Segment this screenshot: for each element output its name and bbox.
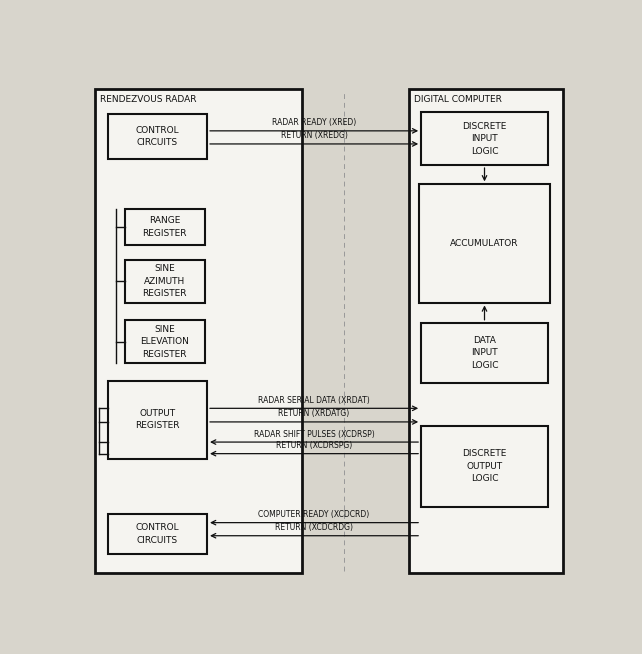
Bar xyxy=(125,209,205,245)
Text: RANGE
REGISTER: RANGE REGISTER xyxy=(143,216,187,238)
Text: CONTROL
CIRCUITS: CONTROL CIRCUITS xyxy=(135,523,179,545)
Text: DISCRETE
INPUT
LOGIC: DISCRETE INPUT LOGIC xyxy=(462,122,507,156)
Text: COMPUTER READY (XCDCRD): COMPUTER READY (XCDCRD) xyxy=(259,510,370,519)
Text: RETURN (XCDRSPG): RETURN (XCDRSPG) xyxy=(276,441,352,450)
Bar xyxy=(419,184,550,303)
Text: DISCRETE
OUTPUT
LOGIC: DISCRETE OUTPUT LOGIC xyxy=(462,449,507,483)
Bar xyxy=(95,88,302,573)
Text: RETURN (XREDG): RETURN (XREDG) xyxy=(281,131,347,141)
Bar xyxy=(421,322,548,383)
Text: RENDEZVOUS RADAR: RENDEZVOUS RADAR xyxy=(100,95,196,103)
Text: DIGITAL COMPUTER: DIGITAL COMPUTER xyxy=(413,95,501,103)
Text: RETURN (XRDATG): RETURN (XRDATG) xyxy=(279,409,350,419)
Text: SINE
AZIMUTH
REGISTER: SINE AZIMUTH REGISTER xyxy=(143,264,187,298)
Text: OUTPUT
REGISTER: OUTPUT REGISTER xyxy=(135,409,180,430)
Text: DATA
INPUT
LOGIC: DATA INPUT LOGIC xyxy=(471,336,498,370)
Bar xyxy=(421,426,548,507)
Bar xyxy=(125,260,205,303)
Text: CONTROL
CIRCUITS: CONTROL CIRCUITS xyxy=(135,126,179,147)
Text: ACCUMULATOR: ACCUMULATOR xyxy=(450,239,519,248)
Bar xyxy=(409,88,563,573)
Text: RADAR SERIAL DATA (XRDAT): RADAR SERIAL DATA (XRDAT) xyxy=(258,396,370,405)
Bar xyxy=(108,514,207,555)
Bar xyxy=(421,112,548,165)
Bar xyxy=(108,114,207,159)
Text: SINE
ELEVATION
REGISTER: SINE ELEVATION REGISTER xyxy=(141,324,189,358)
Bar xyxy=(108,381,207,458)
Text: RADAR SHIFT PULSES (XCDRSP): RADAR SHIFT PULSES (XCDRSP) xyxy=(254,430,374,439)
Text: RADAR READY (XRED): RADAR READY (XRED) xyxy=(272,118,356,128)
Text: RETURN (XCDCRDG): RETURN (XCDCRDG) xyxy=(275,523,353,532)
Bar xyxy=(125,320,205,363)
